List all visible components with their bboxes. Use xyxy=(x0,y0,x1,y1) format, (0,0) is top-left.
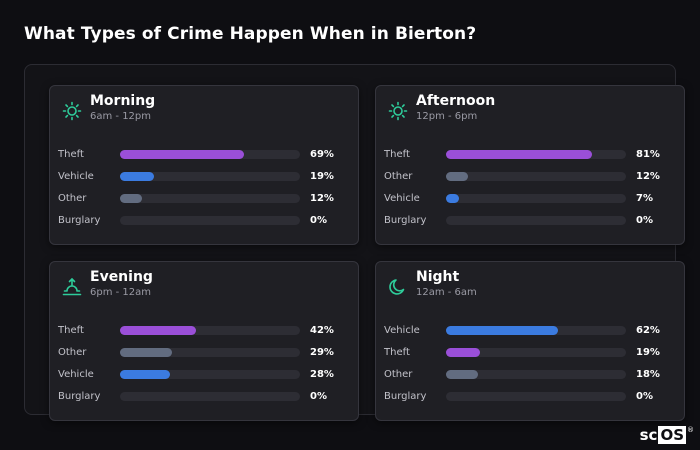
crime-row: Theft 19% xyxy=(384,346,674,360)
crime-type-label: Burglary xyxy=(384,215,427,226)
percentage-bar-track xyxy=(446,392,626,401)
crime-type-label: Burglary xyxy=(58,391,101,402)
sun-icon xyxy=(388,101,408,121)
crime-type-label: Other xyxy=(384,171,413,182)
percentage-bar-fill xyxy=(446,194,459,203)
percentage-value: 19% xyxy=(310,171,334,182)
crime-type-label: Vehicle xyxy=(58,171,94,182)
card-title: Morning xyxy=(90,93,156,109)
card-hours: 12am - 6am xyxy=(416,287,477,298)
percentage-bar-fill xyxy=(446,172,468,181)
percentage-value: 18% xyxy=(636,369,660,380)
crime-row: Burglary 0% xyxy=(384,390,674,404)
crime-row: Theft 42% xyxy=(58,324,348,338)
percentage-value: 0% xyxy=(636,391,653,402)
percentage-bar-track xyxy=(120,194,300,203)
card-hours: 6am - 12pm xyxy=(90,111,152,122)
crime-type-label: Other xyxy=(58,347,87,358)
scos-logo: sc OS ® xyxy=(640,426,694,444)
crime-type-label: Vehicle xyxy=(384,193,420,204)
percentage-value: 62% xyxy=(636,325,660,336)
crime-type-label: Vehicle xyxy=(384,325,420,336)
percentage-bar-fill xyxy=(446,150,592,159)
crime-row: Burglary 0% xyxy=(384,214,674,228)
card-hours: 6pm - 12am xyxy=(90,287,152,298)
sun-icon xyxy=(62,101,82,121)
time-card-night: Night 12am - 6am Vehicle 62% Theft 19% Other… xyxy=(375,261,685,421)
crime-type-label: Burglary xyxy=(384,391,427,402)
percentage-bar-fill xyxy=(120,326,196,335)
percentage-value: 12% xyxy=(636,171,660,182)
crime-type-label: Other xyxy=(384,369,413,380)
card-title: Night xyxy=(416,269,460,285)
percentage-bar-fill xyxy=(120,150,245,159)
crime-row: Other 29% xyxy=(58,346,348,360)
percentage-bar-track xyxy=(446,172,626,181)
percentage-bar-track xyxy=(120,172,300,181)
percentage-value: 42% xyxy=(310,325,334,336)
percentage-bar-track xyxy=(120,370,300,379)
percentage-value: 69% xyxy=(310,149,334,160)
percentage-bar-track xyxy=(120,326,300,335)
crime-type-label: Theft xyxy=(384,149,410,160)
moon-icon xyxy=(389,279,405,295)
percentage-value: 29% xyxy=(310,347,334,358)
percentage-bar-track xyxy=(446,216,626,225)
percentage-value: 0% xyxy=(310,391,327,402)
crime-row: Other 12% xyxy=(384,170,674,184)
percentage-value: 0% xyxy=(310,215,327,226)
crime-type-label: Theft xyxy=(384,347,410,358)
crime-type-label: Theft xyxy=(58,325,84,336)
card-hours: 12pm - 6pm xyxy=(416,111,478,122)
logo-registered: ® xyxy=(687,426,694,434)
crime-type-label: Burglary xyxy=(58,215,101,226)
crime-type-label: Theft xyxy=(58,149,84,160)
crime-row: Vehicle 62% xyxy=(384,324,674,338)
percentage-bar-track xyxy=(446,326,626,335)
crime-row: Burglary 0% xyxy=(58,390,348,404)
crime-row: Other 12% xyxy=(58,192,348,206)
crime-type-label: Vehicle xyxy=(58,369,94,380)
card-title: Afternoon xyxy=(416,93,496,109)
sunset-icon xyxy=(62,277,82,296)
percentage-bar-track xyxy=(120,150,300,159)
percentage-bar-fill xyxy=(120,172,155,181)
percentage-bar-track xyxy=(120,392,300,401)
crime-row: Theft 81% xyxy=(384,148,674,162)
percentage-bar-fill xyxy=(120,194,142,203)
percentage-bar-track xyxy=(446,150,626,159)
percentage-value: 12% xyxy=(310,193,334,204)
percentage-bar-track xyxy=(120,216,300,225)
logo-text-sc: sc xyxy=(639,426,658,444)
percentage-bar-fill xyxy=(446,370,479,379)
time-card-morning: Morning 6am - 12pm Theft 69% Vehicle 19% Oth… xyxy=(49,85,359,245)
crime-type-label: Other xyxy=(58,193,87,204)
time-card-evening: Evening 6pm - 12am Theft 42% Other 29% Vehic… xyxy=(49,261,359,421)
crime-row: Other 18% xyxy=(384,368,674,382)
time-card-afternoon: Afternoon 12pm - 6pm Theft 81% Other 12% Veh… xyxy=(375,85,685,245)
crime-row: Theft 69% xyxy=(58,148,348,162)
crime-row: Burglary 0% xyxy=(58,214,348,228)
crime-row: Vehicle 28% xyxy=(58,368,348,382)
percentage-value: 0% xyxy=(636,215,653,226)
percentage-bar-fill xyxy=(120,370,171,379)
crime-row: Vehicle 7% xyxy=(384,192,674,206)
percentage-bar-fill xyxy=(446,348,481,357)
page-title: What Types of Crime Happen When in Biert… xyxy=(24,24,477,44)
percentage-bar-track xyxy=(446,370,626,379)
percentage-value: 28% xyxy=(310,369,334,380)
crime-row: Vehicle 19% xyxy=(58,170,348,184)
percentage-bar-track xyxy=(446,194,626,203)
percentage-value: 19% xyxy=(636,347,660,358)
percentage-bar-fill xyxy=(446,326,558,335)
percentage-value: 81% xyxy=(636,149,660,160)
card-title: Evening xyxy=(90,269,153,285)
percentage-bar-track xyxy=(120,348,300,357)
percentage-value: 7% xyxy=(636,193,653,204)
percentage-bar-fill xyxy=(120,348,173,357)
percentage-bar-track xyxy=(446,348,626,357)
logo-text-os: OS xyxy=(658,426,686,444)
